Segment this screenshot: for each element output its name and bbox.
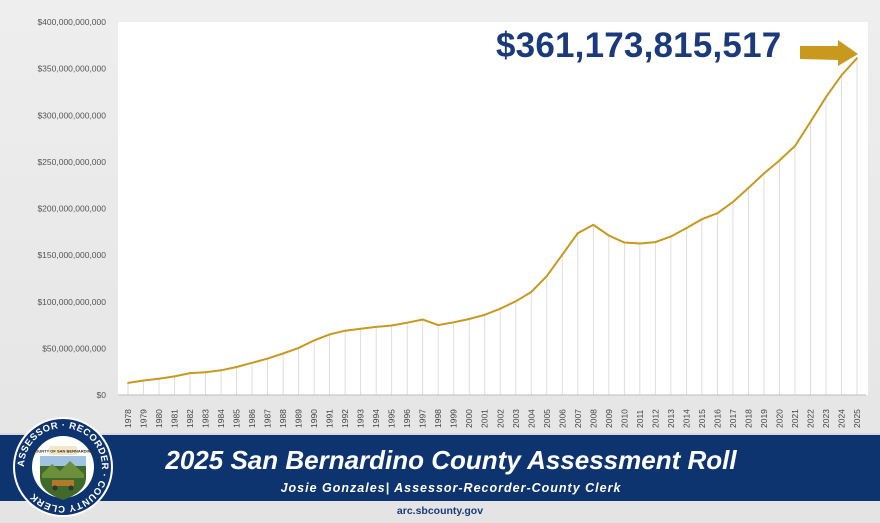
x-tick-label: 1991 — [325, 409, 335, 428]
title-banner: 2025 San Bernardino County Assessment Ro… — [0, 433, 880, 501]
x-tick-label: 2022 — [805, 409, 815, 428]
seal-center-text: COUNTY OF SAN BERNARDINO — [32, 449, 93, 454]
headline-arrow — [800, 40, 858, 66]
total-value-headline: $361,173,815,517 — [496, 26, 782, 65]
x-tick-label: 1989 — [294, 409, 304, 428]
x-tick-label: 1999 — [449, 409, 459, 428]
x-tick-label: 2025 — [852, 409, 862, 428]
x-tick-label: 2015 — [697, 409, 707, 428]
x-tick-label: 2014 — [681, 409, 691, 428]
x-tick-label: 2006 — [557, 409, 567, 428]
x-tick-label: 2007 — [573, 409, 583, 428]
x-tick-label: 2024 — [836, 409, 846, 428]
footer-url-link[interactable]: arc.sbcounty.gov — [396, 505, 484, 517]
x-tick-label: 1982 — [185, 409, 195, 428]
x-tick-label: 1988 — [278, 409, 288, 428]
y-tick-label: $0 — [97, 390, 107, 400]
county-seal-logo: COUNTY OF SAN BERNARDINO ASSESSOR · RECO… — [13, 417, 113, 517]
y-tick-label: $100,000,000,000 — [37, 297, 106, 307]
x-tick-label: 2012 — [650, 409, 660, 428]
y-tick-label: $300,000,000,000 — [37, 110, 106, 120]
x-tick-label: 1994 — [371, 409, 381, 428]
x-tick-label: 2019 — [759, 409, 769, 428]
x-tick-label: 1981 — [170, 409, 180, 428]
x-tick-label: 1984 — [216, 409, 226, 428]
banner-subtitle: Josie Gonzales| Assessor-Recorder-County… — [280, 481, 622, 495]
x-tick-label: 1998 — [433, 409, 443, 428]
x-tick-label: 2004 — [526, 409, 536, 428]
x-tick-label: 2017 — [728, 409, 738, 428]
drop-lines — [127, 57, 858, 395]
x-tick-label: 2009 — [604, 409, 614, 428]
assessment-roll-line-chart: $0 $50,000,000,000 $100,000,000,000 $150,00… — [37, 17, 868, 428]
x-tick-label: 2013 — [666, 409, 676, 428]
x-tick-label: 2018 — [743, 409, 753, 428]
x-tick-label: 1996 — [402, 409, 412, 428]
x-tick-label: 2000 — [464, 409, 474, 428]
series-line — [127, 57, 858, 384]
x-tick-label: 2023 — [821, 409, 831, 428]
x-tick-label: 1979 — [139, 409, 149, 428]
x-tick-label: 1995 — [387, 409, 397, 428]
x-axis-ticks: 1978 1979 1980 1981 1982 1983 1984 1985 1986 1987… — [123, 409, 862, 428]
banner-title: 2025 San Bernardino County Assessment Ro… — [165, 445, 737, 475]
x-tick-label: 1990 — [309, 409, 319, 428]
x-tick-label: 1997 — [418, 409, 428, 428]
x-tick-label: 1980 — [154, 409, 164, 428]
x-tick-label: 1993 — [356, 409, 366, 428]
x-tick-label: 2003 — [511, 409, 521, 428]
y-tick-label: $50,000,000,000 — [42, 343, 106, 353]
y-tick-label: $250,000,000,000 — [37, 157, 106, 167]
y-tick-label: $150,000,000,000 — [37, 250, 106, 260]
x-tick-label: 2021 — [790, 409, 800, 428]
x-tick-label: 1978 — [123, 409, 133, 428]
x-tick-label: 2008 — [588, 409, 598, 428]
x-tick-label: 1992 — [340, 409, 350, 428]
y-tick-label: $350,000,000,000 — [37, 64, 106, 74]
x-tick-label: 2011 — [635, 409, 645, 428]
y-tick-label: $400,000,000,000 — [37, 17, 106, 27]
x-tick-label: 2001 — [480, 409, 490, 428]
y-tick-label: $200,000,000,000 — [37, 204, 106, 214]
x-tick-label: 2005 — [542, 409, 552, 428]
x-tick-label: 2002 — [495, 409, 505, 428]
x-tick-label: 2016 — [712, 409, 722, 428]
y-axis-ticks: $0 $50,000,000,000 $100,000,000,000 $150,00… — [37, 17, 106, 400]
x-tick-label: 2010 — [619, 409, 629, 428]
x-tick-label: 1986 — [247, 409, 257, 428]
x-tick-label: 1987 — [263, 409, 273, 428]
x-tick-label: 1983 — [201, 409, 211, 428]
plot-area — [118, 22, 868, 395]
x-tick-label: 2020 — [774, 409, 784, 428]
x-tick-label: 1985 — [232, 409, 242, 428]
